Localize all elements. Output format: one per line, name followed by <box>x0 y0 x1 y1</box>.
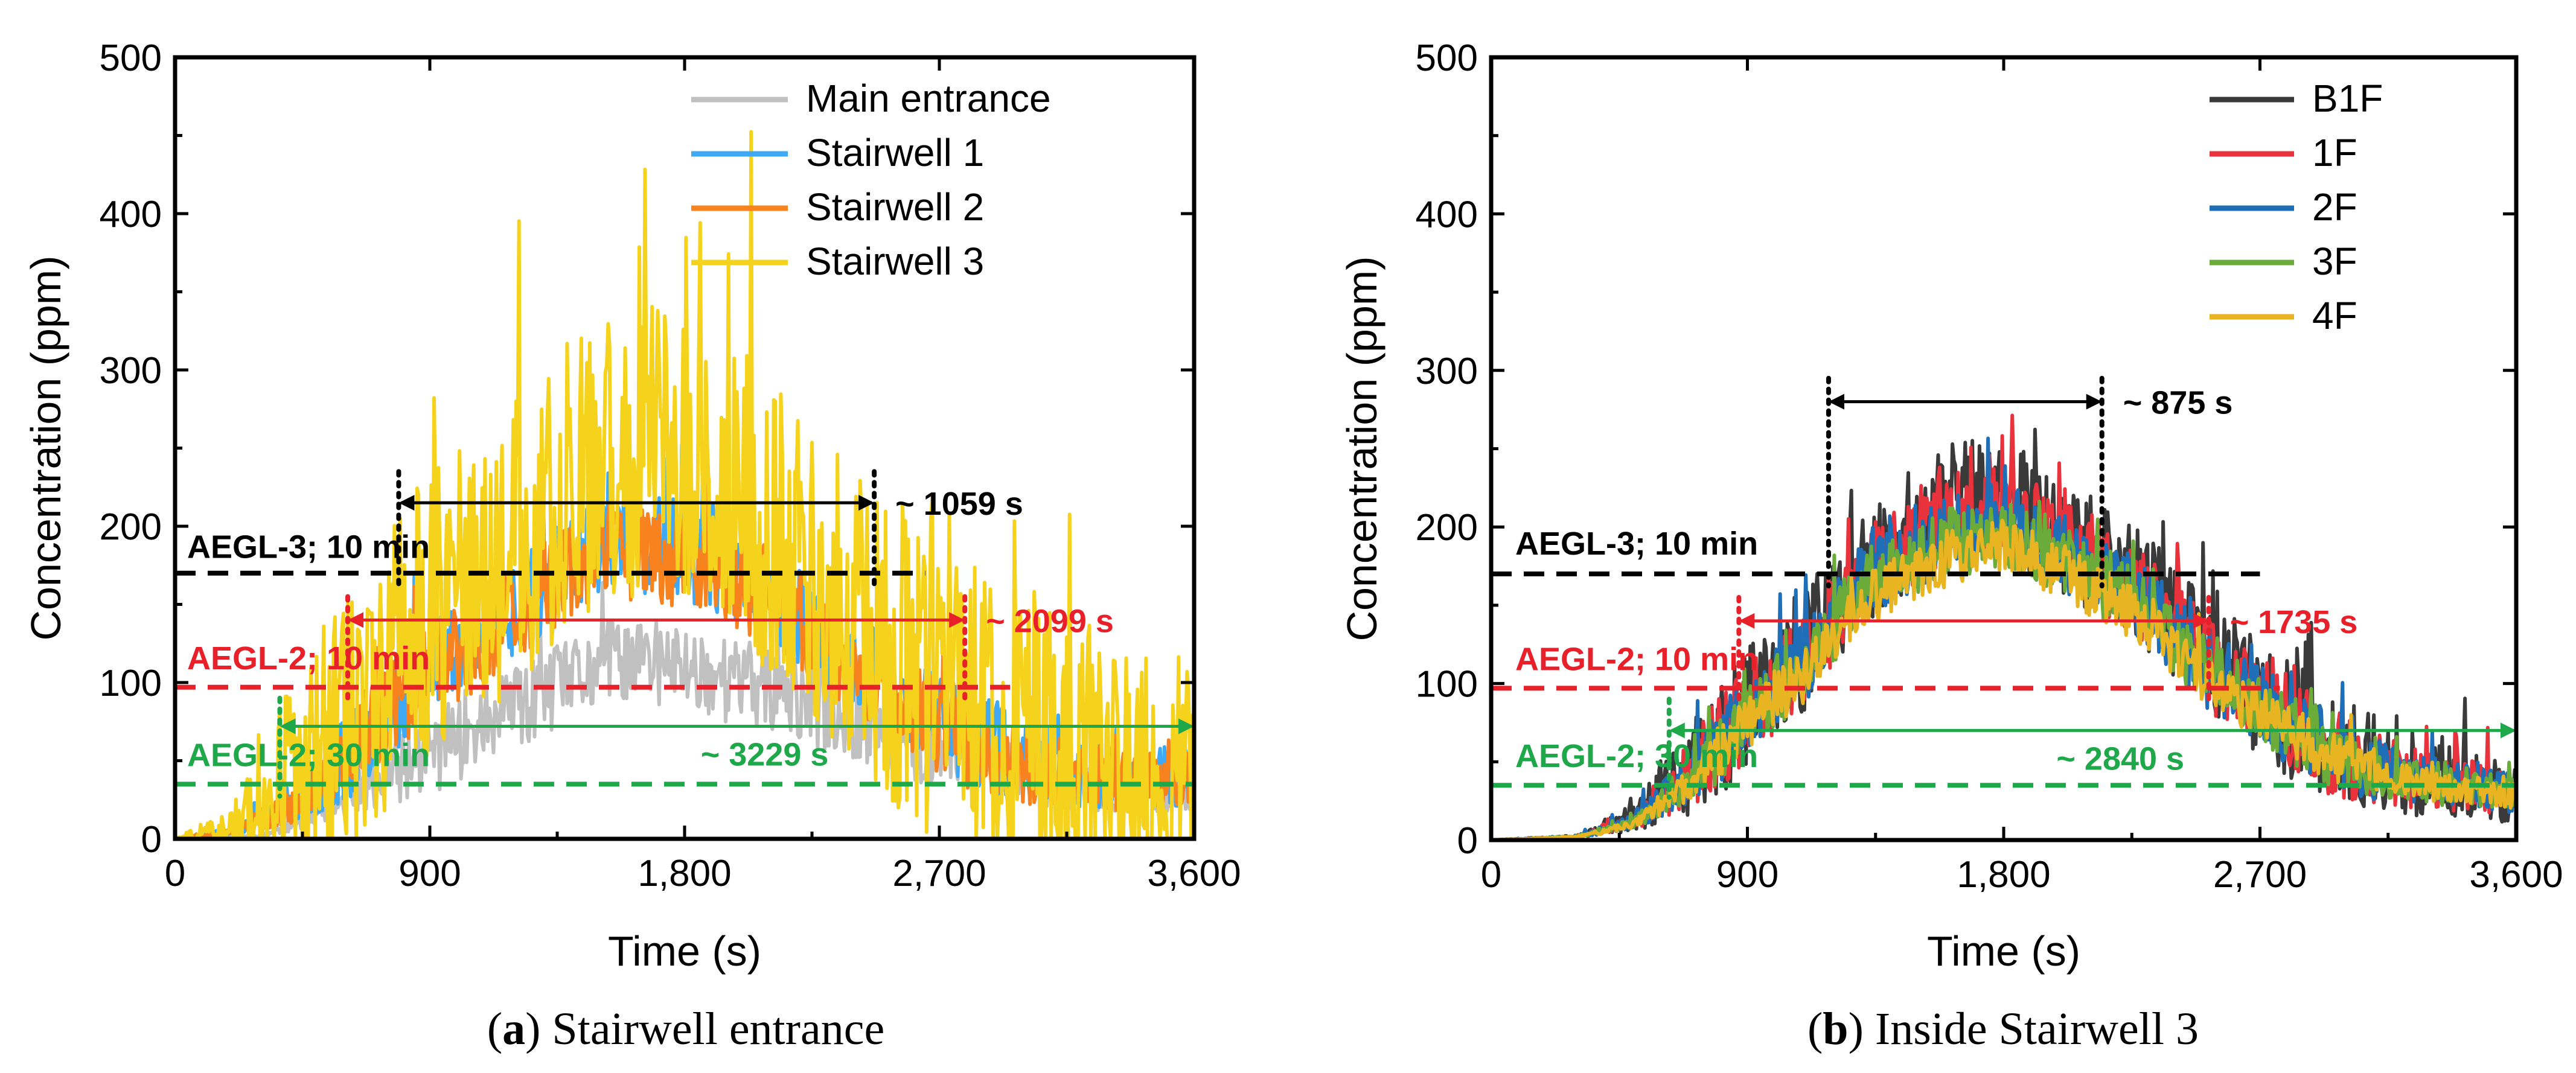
y-tick-label: 100 <box>1416 664 1478 705</box>
y-tick-label: 500 <box>1416 37 1478 79</box>
panel-b: AEGL-3; 10 min AEGL-2; 10 min AEGL-2; 30 m… <box>1338 37 2563 1054</box>
y-axis-title: Concentration (ppm) <box>22 255 69 640</box>
y-tick-label: 200 <box>1416 507 1478 549</box>
y-tick-label: 400 <box>1416 194 1478 235</box>
x-tick-label: 0 <box>165 853 185 894</box>
caption-open: ( <box>1807 1004 1823 1054</box>
x-tick-label: 1,800 <box>1957 854 2050 896</box>
series-line-stairwell-3 <box>175 130 1194 839</box>
threshold-label: AEGL-2; 10 min <box>1515 641 1758 677</box>
x-tick-label: 3,600 <box>2469 854 2563 896</box>
duration-arrow-head-right <box>2086 393 2102 410</box>
threshold-label: AEGL-2; 30 min <box>187 737 430 773</box>
legend-label: 3F <box>2312 240 2357 283</box>
x-axis-title: Time (s) <box>1927 928 2080 975</box>
duration-label: ~ 1735 s <box>2230 604 2358 640</box>
y-tick-label: 300 <box>100 350 162 392</box>
series-line-2f <box>1491 436 2516 840</box>
x-tick-label: 2,700 <box>892 853 986 894</box>
duration-arrow-head-right <box>949 612 965 628</box>
legend-label: Stairwell 3 <box>806 240 984 283</box>
y-tick-label: 400 <box>100 194 162 235</box>
panel-caption: (b) Inside Stairwell 3 <box>1807 1004 2199 1054</box>
threshold-label: AEGL-2; 10 min <box>187 640 430 677</box>
duration-label: ~ 2099 s <box>986 603 1114 639</box>
x-axis-title: Time (s) <box>608 928 761 975</box>
y-tick-label: 0 <box>141 819 162 861</box>
x-tick-label: 0 <box>1481 854 1501 896</box>
duration-arrow-head-left <box>1739 613 1755 629</box>
legend-label: Stairwell 2 <box>806 185 984 229</box>
duration-arrow-head-right <box>1178 718 1194 734</box>
duration-arrow-head-right <box>2501 722 2516 739</box>
duration-label: ~ 2840 s <box>2056 740 2184 777</box>
duration-arrow-head-left <box>1669 722 1685 739</box>
y-tick-label: 0 <box>1457 820 1478 862</box>
threshold-label: AEGL-2; 30 min <box>1515 738 1758 774</box>
duration-arrow-head-left <box>1828 393 1844 410</box>
legend-label: Main entrance <box>806 77 1051 120</box>
duration-arrow-head-right <box>858 495 875 511</box>
y-tick-label: 100 <box>100 663 162 704</box>
series-line-4f <box>1491 518 2516 840</box>
series-group <box>1491 413 2516 840</box>
y-tick-label: 200 <box>100 506 162 548</box>
caption-open: ( <box>487 1004 502 1054</box>
duration-label: ~ 875 s <box>2123 385 2233 421</box>
panel-caption: (a) Stairwell entrance <box>487 1004 884 1054</box>
legend-label: 2F <box>2312 185 2357 229</box>
y-tick-label: 500 <box>100 37 162 79</box>
duration-arrow-head-left <box>398 495 415 511</box>
caption-letter: b <box>1823 1004 1848 1054</box>
x-tick-label: 2,700 <box>2213 854 2307 896</box>
caption-text: ) Stairwell entrance <box>525 1004 884 1054</box>
caption-text: ) Inside Stairwell 3 <box>1849 1004 2199 1054</box>
legend-label: Stairwell 1 <box>806 131 984 174</box>
legend-label: 1F <box>2312 131 2357 174</box>
legend-label: 4F <box>2312 294 2357 337</box>
x-tick-label: 900 <box>398 853 461 894</box>
x-tick-label: 3,600 <box>1147 853 1241 894</box>
panel-a: AEGL-3; 10 min AEGL-2; 10 min AEGL-2; 30 m… <box>22 37 1241 1054</box>
x-tick-label: 900 <box>1716 854 1779 896</box>
x-tick-label: 1,800 <box>638 853 731 894</box>
y-tick-label: 300 <box>1416 351 1478 392</box>
duration-arrow-head-left <box>348 612 364 628</box>
threshold-label: AEGL-3; 10 min <box>187 529 430 565</box>
threshold-label: AEGL-3; 10 min <box>1515 526 1758 562</box>
duration-arrow-head-right <box>2193 613 2209 629</box>
legend-label: B1F <box>2312 77 2383 120</box>
caption-letter: a <box>502 1004 525 1054</box>
duration-label: ~ 3229 s <box>701 737 829 773</box>
y-axis-title: Concentration (ppm) <box>1338 256 1385 641</box>
duration-arrow-head-left <box>280 718 296 734</box>
series-group <box>175 130 1194 839</box>
duration-label: ~ 1059 s <box>895 486 1023 522</box>
